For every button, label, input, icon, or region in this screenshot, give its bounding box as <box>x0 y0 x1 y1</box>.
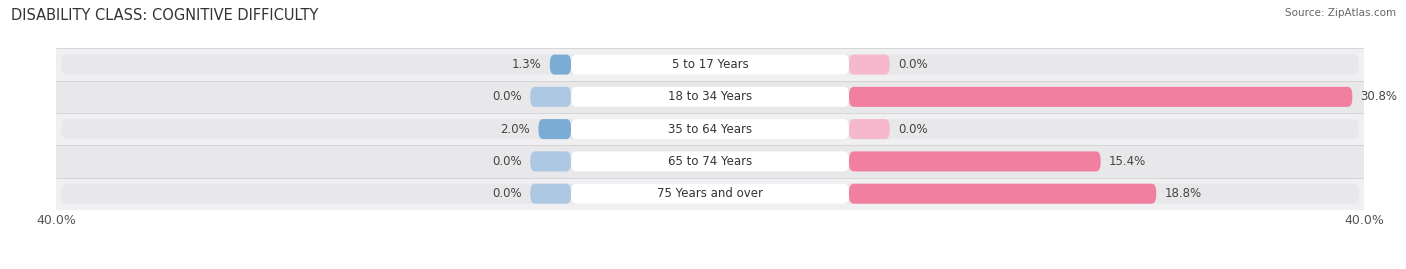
FancyBboxPatch shape <box>571 87 849 107</box>
FancyBboxPatch shape <box>571 55 849 75</box>
Text: 18 to 34 Years: 18 to 34 Years <box>668 90 752 103</box>
FancyBboxPatch shape <box>56 113 1364 145</box>
Text: 1.3%: 1.3% <box>512 58 541 71</box>
Text: DISABILITY CLASS: COGNITIVE DIFFICULTY: DISABILITY CLASS: COGNITIVE DIFFICULTY <box>11 8 319 23</box>
Text: 0.0%: 0.0% <box>898 58 928 71</box>
Text: 0.0%: 0.0% <box>898 123 928 136</box>
FancyBboxPatch shape <box>849 151 1101 171</box>
FancyBboxPatch shape <box>56 145 1364 178</box>
FancyBboxPatch shape <box>849 119 890 139</box>
FancyBboxPatch shape <box>571 184 849 204</box>
Text: 15.4%: 15.4% <box>1109 155 1146 168</box>
Text: 0.0%: 0.0% <box>492 187 522 200</box>
Text: 75 Years and over: 75 Years and over <box>657 187 763 200</box>
Text: 0.0%: 0.0% <box>492 155 522 168</box>
FancyBboxPatch shape <box>538 119 571 139</box>
FancyBboxPatch shape <box>56 81 1364 113</box>
FancyBboxPatch shape <box>56 48 1364 81</box>
FancyBboxPatch shape <box>571 119 849 139</box>
FancyBboxPatch shape <box>56 178 1364 210</box>
FancyBboxPatch shape <box>530 87 571 107</box>
Text: 65 to 74 Years: 65 to 74 Years <box>668 155 752 168</box>
Text: 30.8%: 30.8% <box>1361 90 1398 103</box>
FancyBboxPatch shape <box>849 184 1156 204</box>
Text: 2.0%: 2.0% <box>501 123 530 136</box>
FancyBboxPatch shape <box>60 119 1360 139</box>
FancyBboxPatch shape <box>60 87 1360 107</box>
FancyBboxPatch shape <box>550 55 571 75</box>
FancyBboxPatch shape <box>60 55 1360 75</box>
Legend: Male, Female: Male, Female <box>643 266 778 269</box>
FancyBboxPatch shape <box>849 87 1353 107</box>
FancyBboxPatch shape <box>530 184 571 204</box>
Text: 0.0%: 0.0% <box>492 90 522 103</box>
FancyBboxPatch shape <box>60 184 1360 204</box>
FancyBboxPatch shape <box>60 151 1360 171</box>
Text: Source: ZipAtlas.com: Source: ZipAtlas.com <box>1285 8 1396 18</box>
FancyBboxPatch shape <box>530 151 571 171</box>
FancyBboxPatch shape <box>571 151 849 171</box>
FancyBboxPatch shape <box>849 55 890 75</box>
Text: 5 to 17 Years: 5 to 17 Years <box>672 58 748 71</box>
Text: 35 to 64 Years: 35 to 64 Years <box>668 123 752 136</box>
Text: 18.8%: 18.8% <box>1164 187 1202 200</box>
